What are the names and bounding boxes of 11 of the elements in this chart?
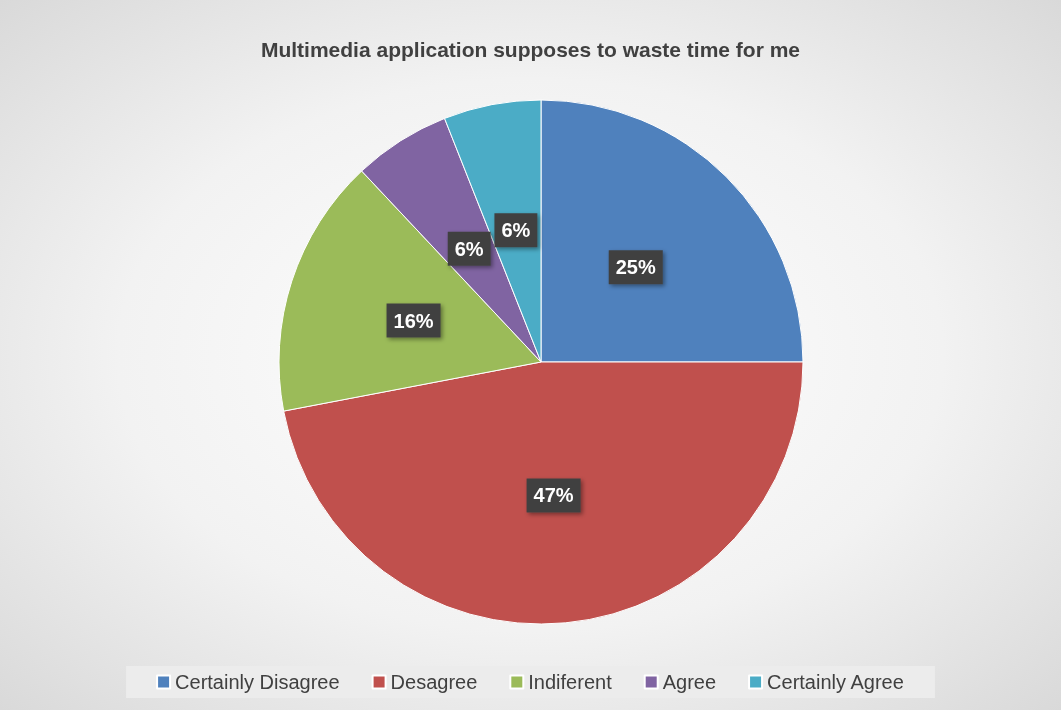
legend-label: Agree <box>662 671 717 693</box>
chart-title: Multimedia application supposes to waste time for me <box>260 38 801 61</box>
legend-label: Desagree <box>390 671 478 693</box>
data-label: 16% <box>393 309 434 332</box>
data-label: 6% <box>501 219 531 242</box>
legend-label: Certainly Agree <box>767 671 904 693</box>
legend-label: Indiferent <box>528 671 613 693</box>
data-label: 47% <box>533 484 574 507</box>
data-label: 6% <box>454 237 484 260</box>
legend-label: Certainly Disagree <box>175 671 340 693</box>
data-label: 25% <box>615 256 656 279</box>
